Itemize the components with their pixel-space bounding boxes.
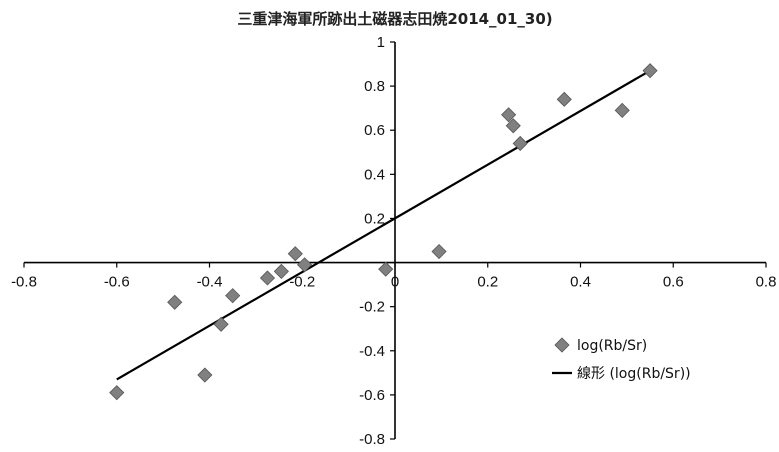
data-point: [505, 118, 521, 134]
data-point: [225, 288, 241, 304]
data-point: [501, 107, 517, 123]
y-tick-label: 0.2: [364, 210, 385, 227]
data-point: [642, 63, 658, 79]
data-point: [556, 91, 572, 107]
x-tick-labels: -0.8 -0.6 -0.4 -0.2 0 0.2 0.4 0.6 0.8: [11, 262, 777, 291]
data-point: [109, 385, 125, 401]
chart-title: 三重津海軍所跡出土磁器志田焼2014_01_30): [237, 10, 552, 28]
legend-label-trendline: 線形 (log(Rb/Sr)): [577, 366, 691, 382]
legend: log(Rb/Sr) 線形 (log(Rb/Sr)): [552, 337, 691, 382]
data-point: [273, 263, 289, 279]
y-tick-label: -0.4: [359, 343, 385, 360]
x-tick-label: -0.6: [104, 274, 130, 291]
x-tick-label: 0: [391, 274, 399, 291]
legend-label-points: log(Rb/Sr): [577, 338, 647, 354]
data-point: [614, 102, 630, 118]
x-tick-label: 0.2: [477, 274, 498, 291]
y-tick-label: 1: [377, 34, 385, 51]
data-point: [378, 261, 394, 277]
x-tick-label: -0.2: [289, 274, 315, 291]
y-tick-label: 0.6: [364, 122, 385, 139]
x-tick-label: 0.8: [756, 274, 777, 291]
y-tick-label: -0.8: [359, 431, 385, 448]
trendline: [116, 69, 651, 381]
y-tick-labels: -0.8 -0.6 -0.4 -0.2 0.2 0.4 0.6 0.8 1: [359, 34, 395, 448]
y-tick-label: -0.2: [359, 299, 385, 316]
scatter-points: [109, 63, 658, 401]
x-tick-label: 0.6: [663, 274, 684, 291]
data-point: [213, 316, 229, 332]
x-tick-label: 0.4: [570, 274, 591, 291]
data-point: [167, 294, 183, 310]
data-point: [197, 367, 213, 383]
x-tick-label: -0.4: [197, 274, 223, 291]
y-tick-label: 0.8: [364, 78, 385, 95]
data-point: [297, 257, 313, 273]
x-tick-label: -0.8: [11, 274, 37, 291]
data-point: [512, 135, 528, 152]
y-tick-label: 0.4: [364, 166, 385, 183]
data-point: [259, 270, 276, 286]
legend-marker-diamond: [554, 337, 570, 353]
y-tick-label: -0.6: [359, 387, 385, 404]
data-point: [431, 243, 447, 260]
data-point: [287, 246, 303, 262]
trendline-series: [116, 69, 651, 381]
